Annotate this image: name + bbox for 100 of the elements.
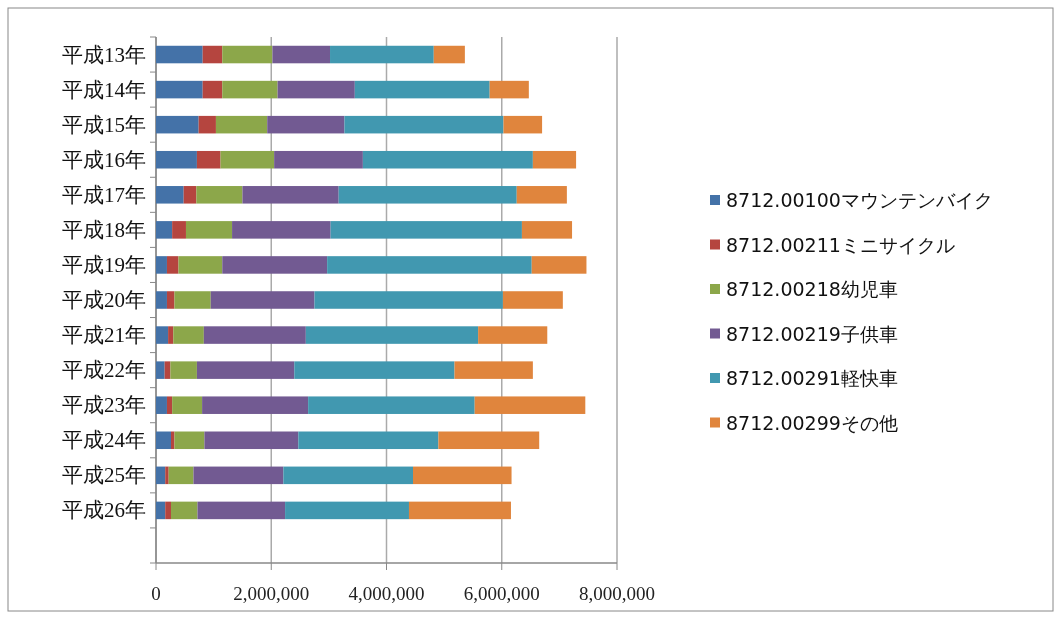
bar (173, 326, 204, 344)
y-tick-label: 平成26年 (62, 498, 146, 523)
bar (156, 80, 203, 99)
y-tick-label: 平成20年 (62, 288, 146, 312)
bar (165, 466, 169, 485)
bar (330, 45, 434, 64)
bar (204, 431, 299, 450)
x-tick-label: 4,000,000 (348, 583, 425, 604)
bar (478, 326, 548, 344)
bar (202, 45, 223, 64)
bar (156, 115, 199, 134)
legend-label: 8712.00299その他 (726, 411, 898, 434)
bar (532, 150, 577, 169)
bar (172, 221, 186, 239)
bar (294, 361, 455, 379)
bar (156, 466, 166, 485)
bar (172, 396, 203, 414)
bar (272, 45, 331, 64)
bar (168, 326, 174, 344)
bar (156, 150, 197, 169)
bar (170, 361, 197, 379)
bar (203, 326, 306, 344)
bar (156, 291, 167, 309)
y-tick-label: 平成19年 (62, 252, 146, 277)
y-tick-label: 平成23年 (62, 393, 146, 418)
y-tick-label: 平成17年 (62, 182, 146, 207)
bar (185, 221, 233, 239)
bar (503, 115, 543, 134)
bar (308, 396, 475, 414)
bar (156, 361, 165, 379)
bar (516, 186, 567, 204)
y-tick-label: 平成14年 (62, 77, 146, 102)
y-tick-label: 平成25年 (62, 463, 146, 488)
bar (156, 501, 166, 520)
y-tick-label: 平成18年 (62, 217, 146, 242)
bar (314, 291, 503, 309)
bar (165, 501, 171, 520)
bar (474, 396, 586, 414)
bar (178, 256, 223, 274)
bar (222, 45, 273, 64)
bar (220, 150, 275, 169)
bar (433, 45, 465, 64)
bar (330, 221, 522, 239)
bar (174, 431, 205, 450)
bar (198, 115, 216, 134)
bar (267, 115, 345, 134)
bar (174, 291, 211, 309)
bar (327, 256, 532, 274)
legend-label: 8712.00100マウンテンバイク (726, 189, 993, 211)
x-tick-label: 0 (151, 583, 161, 604)
y-tick-label: 平成24年 (62, 428, 146, 453)
bar (338, 186, 517, 204)
bar (156, 326, 169, 344)
bar (502, 291, 563, 309)
bar (202, 396, 309, 414)
bar (196, 186, 243, 204)
bar (166, 256, 179, 274)
legend-label: 8712.00219子供車 (726, 322, 898, 345)
bar (354, 80, 490, 99)
legend-label: 8712.00218幼児車 (726, 278, 898, 300)
bar (232, 221, 331, 239)
bar (197, 501, 286, 520)
bar (413, 466, 512, 485)
bar (210, 291, 315, 309)
bar (183, 186, 197, 204)
bar (222, 256, 328, 274)
x-tick-label: 6,000,000 (463, 583, 540, 604)
legend-label: 8712.00291軽快車 (726, 367, 898, 389)
bar (438, 431, 540, 450)
bar (531, 256, 587, 274)
legend-label: 8712.00211ミニサイクル (726, 233, 955, 256)
x-tick-label: 2,000,000 (233, 583, 310, 604)
bar (166, 396, 173, 414)
bar (489, 80, 529, 99)
bar (156, 45, 203, 64)
bar (521, 221, 573, 239)
bar (305, 326, 479, 344)
bar (196, 361, 295, 379)
bar (362, 150, 533, 169)
bar (285, 501, 409, 520)
bar (222, 80, 278, 99)
bar (344, 115, 504, 134)
bar (156, 256, 167, 274)
bar (156, 221, 173, 239)
x-tick-label: 8,000,000 (579, 583, 655, 604)
y-tick-label: 平成16年 (62, 147, 146, 172)
bar (196, 150, 221, 169)
y-tick-label: 平成13年 (62, 42, 146, 67)
bar (298, 431, 439, 450)
bar (274, 150, 363, 169)
bar (277, 80, 355, 99)
bar (242, 186, 339, 204)
y-tick-label: 平成22年 (62, 358, 146, 383)
bar (166, 291, 175, 309)
bar (168, 466, 194, 485)
bar (454, 361, 533, 379)
bar (202, 80, 223, 99)
bar (193, 466, 284, 485)
bar (215, 115, 268, 134)
bar (170, 501, 198, 520)
